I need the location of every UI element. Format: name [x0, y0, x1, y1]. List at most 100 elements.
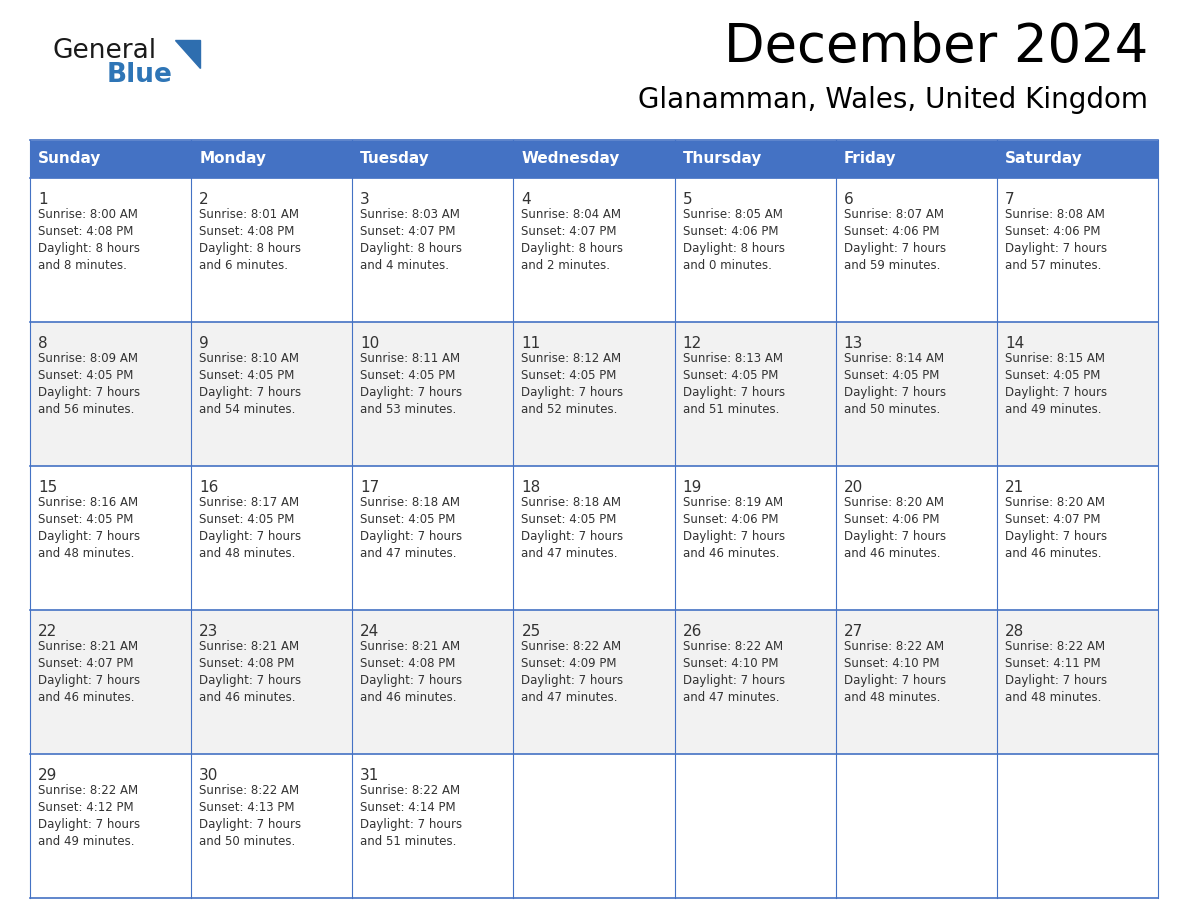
Text: Sunset: 4:05 PM: Sunset: 4:05 PM: [38, 513, 133, 526]
Text: Daylight: 7 hours: Daylight: 7 hours: [683, 530, 785, 543]
Text: Daylight: 8 hours: Daylight: 8 hours: [522, 242, 624, 255]
Bar: [513, 140, 675, 178]
Text: and 47 minutes.: and 47 minutes.: [522, 547, 618, 560]
Text: and 46 minutes.: and 46 minutes.: [200, 691, 296, 704]
Bar: [353, 754, 513, 898]
Text: 12: 12: [683, 336, 702, 351]
Bar: [191, 610, 353, 754]
Text: Sunset: 4:05 PM: Sunset: 4:05 PM: [200, 369, 295, 382]
Text: Daylight: 8 hours: Daylight: 8 hours: [200, 242, 301, 255]
Bar: [30, 466, 191, 610]
Text: and 46 minutes.: and 46 minutes.: [843, 547, 940, 560]
Text: Sunset: 4:08 PM: Sunset: 4:08 PM: [200, 657, 295, 670]
Text: 5: 5: [683, 192, 693, 207]
Text: Sunrise: 8:21 AM: Sunrise: 8:21 AM: [200, 640, 299, 653]
Text: Blue: Blue: [107, 62, 173, 88]
Text: Daylight: 7 hours: Daylight: 7 hours: [360, 530, 462, 543]
Text: Sunrise: 8:13 AM: Sunrise: 8:13 AM: [683, 352, 783, 365]
Text: and 49 minutes.: and 49 minutes.: [1005, 403, 1101, 416]
Bar: [30, 754, 191, 898]
Text: and 48 minutes.: and 48 minutes.: [1005, 691, 1101, 704]
Bar: [353, 466, 513, 610]
Text: Tuesday: Tuesday: [360, 151, 430, 166]
Bar: [675, 466, 835, 610]
Text: Sunrise: 8:10 AM: Sunrise: 8:10 AM: [200, 352, 299, 365]
Text: Daylight: 7 hours: Daylight: 7 hours: [200, 386, 302, 399]
Text: Daylight: 7 hours: Daylight: 7 hours: [38, 674, 140, 687]
Text: Sunrise: 8:16 AM: Sunrise: 8:16 AM: [38, 496, 138, 509]
Text: 14: 14: [1005, 336, 1024, 351]
Text: Daylight: 7 hours: Daylight: 7 hours: [360, 674, 462, 687]
Text: Sunset: 4:05 PM: Sunset: 4:05 PM: [1005, 369, 1100, 382]
Bar: [353, 140, 513, 178]
Text: 7: 7: [1005, 192, 1015, 207]
Text: 21: 21: [1005, 480, 1024, 495]
Text: 11: 11: [522, 336, 541, 351]
Text: and 48 minutes.: and 48 minutes.: [38, 547, 134, 560]
Text: Sunrise: 8:20 AM: Sunrise: 8:20 AM: [843, 496, 943, 509]
Text: and 46 minutes.: and 46 minutes.: [683, 547, 779, 560]
Text: 23: 23: [200, 624, 219, 639]
Text: Sunrise: 8:22 AM: Sunrise: 8:22 AM: [683, 640, 783, 653]
Bar: [835, 610, 997, 754]
Text: Saturday: Saturday: [1005, 151, 1082, 166]
Text: Sunset: 4:05 PM: Sunset: 4:05 PM: [843, 369, 939, 382]
Text: Daylight: 7 hours: Daylight: 7 hours: [38, 818, 140, 831]
Text: Sunrise: 8:09 AM: Sunrise: 8:09 AM: [38, 352, 138, 365]
Text: and 4 minutes.: and 4 minutes.: [360, 259, 449, 272]
Text: Wednesday: Wednesday: [522, 151, 620, 166]
Text: Sunset: 4:08 PM: Sunset: 4:08 PM: [38, 225, 133, 238]
Bar: [835, 322, 997, 466]
Text: 30: 30: [200, 768, 219, 783]
Text: Monday: Monday: [200, 151, 266, 166]
Text: Sunrise: 8:14 AM: Sunrise: 8:14 AM: [843, 352, 943, 365]
Text: Sunrise: 8:22 AM: Sunrise: 8:22 AM: [522, 640, 621, 653]
Text: Sunrise: 8:00 AM: Sunrise: 8:00 AM: [38, 208, 138, 221]
Bar: [997, 178, 1158, 322]
Text: Daylight: 7 hours: Daylight: 7 hours: [683, 674, 785, 687]
Text: and 51 minutes.: and 51 minutes.: [683, 403, 779, 416]
Bar: [675, 754, 835, 898]
Text: Sunset: 4:05 PM: Sunset: 4:05 PM: [522, 513, 617, 526]
Text: Sunrise: 8:01 AM: Sunrise: 8:01 AM: [200, 208, 299, 221]
Text: and 48 minutes.: and 48 minutes.: [843, 691, 940, 704]
Polygon shape: [175, 40, 200, 68]
Text: Sunset: 4:08 PM: Sunset: 4:08 PM: [360, 657, 456, 670]
Bar: [675, 610, 835, 754]
Text: Sunrise: 8:22 AM: Sunrise: 8:22 AM: [360, 784, 461, 797]
Text: 19: 19: [683, 480, 702, 495]
Text: 4: 4: [522, 192, 531, 207]
Text: Daylight: 7 hours: Daylight: 7 hours: [360, 818, 462, 831]
Text: Sunset: 4:07 PM: Sunset: 4:07 PM: [1005, 513, 1100, 526]
Text: 9: 9: [200, 336, 209, 351]
Bar: [835, 466, 997, 610]
Text: Sunrise: 8:20 AM: Sunrise: 8:20 AM: [1005, 496, 1105, 509]
Text: Sunset: 4:05 PM: Sunset: 4:05 PM: [38, 369, 133, 382]
Text: Sunset: 4:06 PM: Sunset: 4:06 PM: [1005, 225, 1100, 238]
Bar: [191, 754, 353, 898]
Text: Sunrise: 8:08 AM: Sunrise: 8:08 AM: [1005, 208, 1105, 221]
Text: 6: 6: [843, 192, 853, 207]
Text: Sunset: 4:12 PM: Sunset: 4:12 PM: [38, 801, 133, 814]
Text: and 51 minutes.: and 51 minutes.: [360, 835, 456, 848]
Text: Daylight: 7 hours: Daylight: 7 hours: [843, 530, 946, 543]
Text: 31: 31: [360, 768, 380, 783]
Text: Daylight: 7 hours: Daylight: 7 hours: [1005, 386, 1107, 399]
Bar: [675, 322, 835, 466]
Text: Daylight: 7 hours: Daylight: 7 hours: [200, 818, 302, 831]
Text: December 2024: December 2024: [723, 21, 1148, 73]
Text: 2: 2: [200, 192, 209, 207]
Bar: [30, 140, 191, 178]
Text: Daylight: 8 hours: Daylight: 8 hours: [683, 242, 784, 255]
Bar: [353, 322, 513, 466]
Text: Daylight: 7 hours: Daylight: 7 hours: [683, 386, 785, 399]
Text: Sunrise: 8:22 AM: Sunrise: 8:22 AM: [843, 640, 943, 653]
Text: 17: 17: [360, 480, 379, 495]
Text: and 50 minutes.: and 50 minutes.: [200, 835, 296, 848]
Text: Sunrise: 8:21 AM: Sunrise: 8:21 AM: [360, 640, 461, 653]
Text: Sunday: Sunday: [38, 151, 101, 166]
Text: Sunset: 4:07 PM: Sunset: 4:07 PM: [38, 657, 133, 670]
Text: Sunset: 4:06 PM: Sunset: 4:06 PM: [683, 225, 778, 238]
Bar: [513, 754, 675, 898]
Text: 25: 25: [522, 624, 541, 639]
